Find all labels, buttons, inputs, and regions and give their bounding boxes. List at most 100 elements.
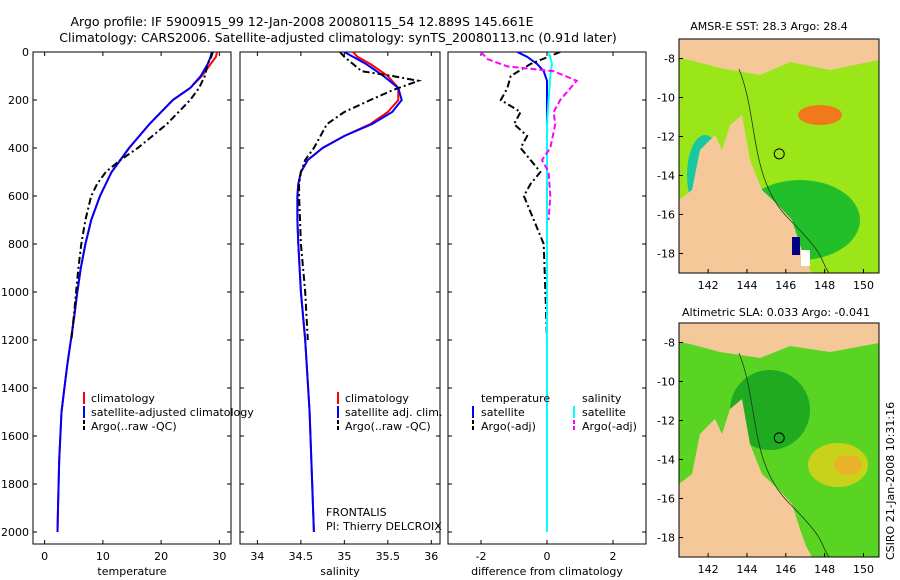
plot-frame (32, 51, 232, 545)
cape-york-landmass (679, 399, 812, 557)
series-line (480, 52, 579, 221)
y-tick-label: -12 (657, 415, 675, 428)
y-tick-label: -14 (657, 454, 675, 467)
y-tick-label: -14 (657, 170, 675, 183)
sst-warm-patch (798, 105, 842, 125)
sst-no-data (801, 250, 810, 266)
series-line (70, 52, 214, 341)
series-line (499, 52, 561, 341)
map-frame (678, 322, 880, 558)
x-tick-label: 144 (736, 279, 757, 292)
x-axis-label: salinity (320, 565, 360, 578)
sst-map-title: AMSR-E SST: 28.3 Argo: 28.4 (690, 20, 848, 33)
x-tick-label: 148 (814, 279, 835, 292)
cape-york-landmass (679, 115, 812, 273)
legend-label: temperature (481, 392, 550, 405)
series-line (298, 52, 423, 341)
shelf-contour (738, 68, 830, 274)
y-tick-label: 1400 (1, 382, 29, 395)
y-tick-label: 600 (8, 190, 29, 203)
y-tick-label: -10 (657, 376, 675, 389)
series-line (546, 52, 554, 532)
sla-low-patch (730, 370, 810, 450)
salinity-profile-plot: 34 34.5 35 35.5 36 salinity (239, 51, 441, 578)
legend-label: climatology (91, 392, 155, 405)
y-tick-label: -16 (657, 493, 675, 506)
salinity-legend: climatology satellite adj. clim. Argo(..… (337, 392, 442, 433)
sst-missing-data (792, 237, 800, 255)
y-tick-label: 800 (8, 238, 29, 251)
x-tick-label: 20 (154, 550, 168, 563)
x-tick-label: 148 (814, 563, 835, 576)
x-tick-label: 146 (775, 563, 796, 576)
sla-map-title: Altimetric SLA: 0.033 Argo: -0.041 (682, 306, 870, 319)
project-label: FRONTALIS (326, 506, 387, 519)
legend-label: satellite (481, 406, 525, 419)
temperature-legend: climatology satellite-adjusted climatolo… (83, 392, 254, 433)
difference-legend: temperature satellite Argo(-adj) salinit… (472, 392, 637, 433)
x-tick-label: 142 (698, 563, 719, 576)
series-line (296, 52, 403, 533)
y-tick-label: -8 (664, 53, 675, 66)
legend-label: Argo(-adj) (582, 420, 637, 433)
x-tick-label: 142 (698, 279, 719, 292)
new-guinea-landmass (679, 323, 879, 358)
legend-label: Argo(..raw -QC) (91, 420, 177, 433)
temperature-profile-plot: 0 10 20 30 0 200 400 600 800 1000 1200 1400 1600 1800… (1, 46, 232, 578)
new-guinea-landmass (679, 39, 879, 75)
figure-title-line1: Argo profile: IF 5900915_99 12-Jan-2008 … (70, 14, 533, 29)
sla-map: 142 144 146 148 150 -8 -10 -12 -14 -16 -18 (657, 322, 880, 576)
argo-profile-marker (773, 148, 785, 160)
x-tick-label: -2 (476, 550, 487, 563)
y-tick-label: -18 (657, 248, 675, 261)
y-tick-label: 1800 (1, 478, 29, 491)
x-tick-label: 30 (212, 550, 226, 563)
sst-map: 142 144 146 148 150 -8 -10 -12 -14 -16 -18 (657, 38, 880, 292)
x-tick-label: 150 (853, 279, 874, 292)
legend-label: salinity (582, 392, 622, 405)
legend-label: climatology (345, 392, 409, 405)
y-tick-label: 1200 (1, 334, 29, 347)
difference-profile-plot: -2 0 2 difference from climatology (447, 51, 647, 578)
legend-label: satellite adj. clim. (345, 406, 442, 419)
x-tick-label: 35.5 (376, 550, 401, 563)
legend-label: Argo(..raw -QC) (345, 420, 431, 433)
argo-profile-marker (773, 432, 785, 444)
plot-frame (239, 51, 441, 545)
y-tick-label: 400 (8, 142, 29, 155)
x-tick-label: 146 (775, 279, 796, 292)
y-tick-label: 1000 (1, 286, 29, 299)
x-tick-label: 0 (41, 550, 48, 563)
shelf-contour (738, 352, 830, 558)
x-tick-label: 35 (337, 550, 351, 563)
x-tick-label: 10 (96, 550, 110, 563)
series-layer (296, 52, 423, 533)
series-line (56, 52, 218, 533)
series-layer (480, 52, 579, 532)
legend-label: satellite (582, 406, 626, 419)
x-tick-label: 34 (250, 550, 264, 563)
y-tick-label: 0 (22, 46, 29, 59)
y-tick-label: -18 (657, 532, 675, 545)
x-tick-label: 2 (610, 550, 617, 563)
series-line (56, 52, 213, 533)
map-frame (678, 38, 880, 274)
series-layer (56, 52, 218, 533)
x-axis-label: temperature (97, 565, 166, 578)
y-tick-label: 200 (8, 94, 29, 107)
legend-label: satellite-adjusted climatology (91, 406, 254, 419)
x-tick-label: 144 (736, 563, 757, 576)
y-tick-label: -16 (657, 209, 675, 222)
credit-label: CSIRO 21-Jan-2008 10:31:16 (884, 402, 897, 560)
figure-title-line2: Climatology: CARS2006. Satellite-adjuste… (59, 30, 616, 45)
x-tick-label: 34.5 (289, 550, 314, 563)
pi-label: PI: Thierry DELCROIX (326, 520, 442, 533)
y-tick-label: 2000 (1, 526, 29, 539)
x-tick-label: 150 (853, 563, 874, 576)
legend-label: Argo(-adj) (481, 420, 536, 433)
x-tick-label: 0 (544, 550, 551, 563)
series-line (296, 52, 400, 533)
y-tick-label: 1600 (1, 430, 29, 443)
sla-peak-patch (834, 455, 862, 475)
